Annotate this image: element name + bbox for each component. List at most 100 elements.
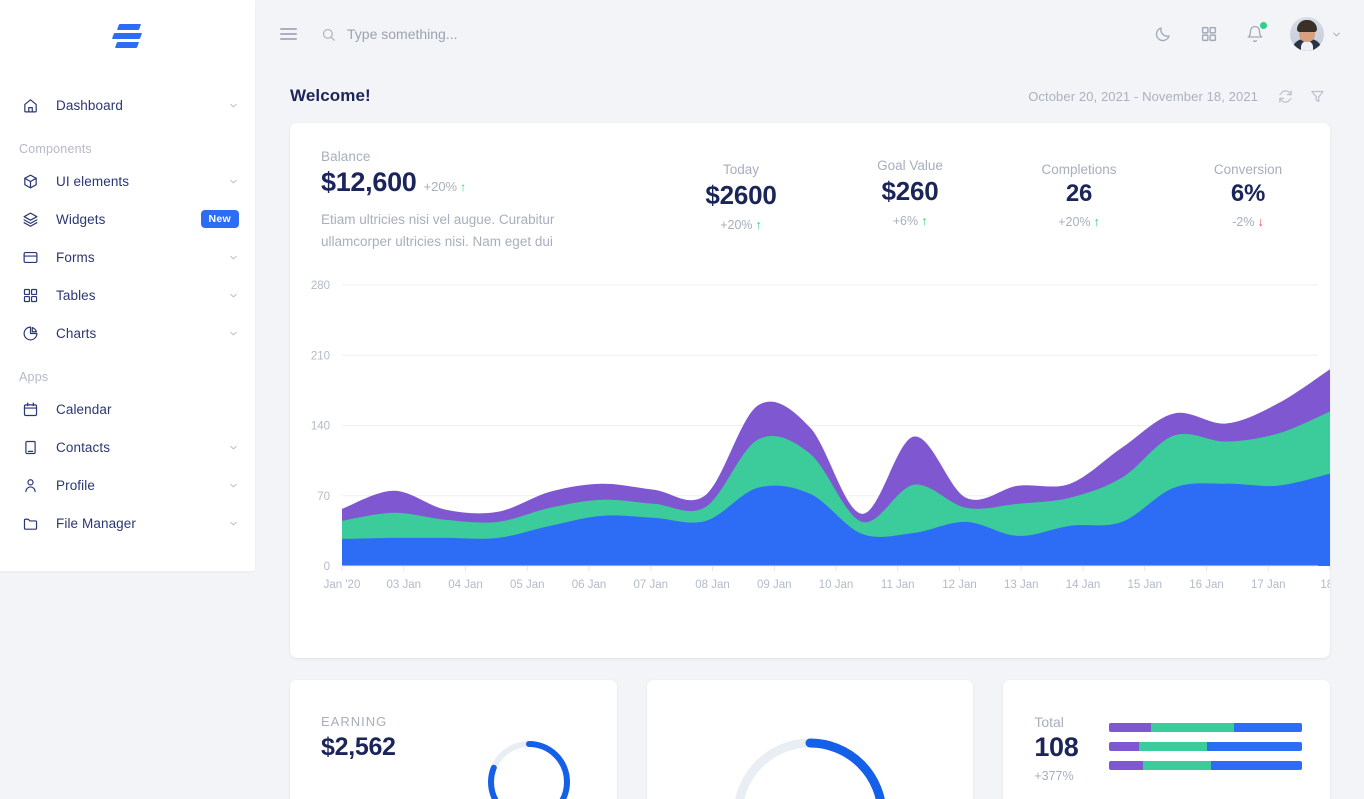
logo-mark-icon — [111, 21, 145, 51]
balance-block: Balance $12,600 +20% ↑ Etiam ultricies n… — [321, 149, 651, 253]
x-axis-label: 14 Jan — [1066, 579, 1101, 591]
y-axis-tick: 70 — [317, 491, 330, 503]
area-chart[interactable]: 0 70 140 210 280 Jan '20 03 Jan 04 Jan 05 Jan 06 … — [290, 269, 1330, 604]
cube-icon — [19, 170, 41, 192]
radial-progress — [725, 730, 895, 799]
sidebar-badge-new: New — [200, 210, 239, 228]
grid-apps-icon[interactable] — [1192, 17, 1226, 51]
date-range-label[interactable]: October 20, 2021 - November 18, 2021 — [1028, 88, 1258, 104]
x-axis-label: 04 Jan — [448, 579, 483, 591]
x-axis-label: Jan '20 — [324, 579, 361, 591]
stat-label: Conversion — [1213, 162, 1283, 177]
area-chart-svg: 0 70 140 210 280 Jan '20 03 Jan 04 Jan 05 Jan 06 … — [311, 280, 1330, 591]
y-axis-tick: 280 — [311, 280, 330, 292]
layers-icon — [19, 208, 41, 230]
sidebar-item-file-manager[interactable]: File Manager — [0, 504, 255, 542]
x-axis-label: 10 Jan — [819, 579, 854, 591]
sidebar: Dashboard Components UI elements Widgets New… — [0, 0, 255, 571]
bar-segment-blue — [1234, 723, 1302, 732]
sidebar-item-dashboard[interactable]: Dashboard — [0, 86, 255, 124]
stat-completions: Completions 26 +20% ↑ — [1031, 149, 1127, 232]
x-axis-label: 08 Jan — [695, 579, 730, 591]
sidebar-item-calendar[interactable]: Calendar — [0, 390, 255, 428]
x-axis-label: 18 . — [1320, 579, 1330, 591]
x-axis-label: 09 Jan — [757, 579, 792, 591]
total-bars — [1108, 714, 1303, 770]
balance-description: Etiam ultricies nisi vel augue. Curabitu… — [321, 212, 555, 249]
search-box[interactable] — [321, 26, 1146, 42]
sidebar-item-forms[interactable]: Forms — [0, 238, 255, 276]
x-axis-label: 15 Jan — [1127, 579, 1162, 591]
sidebar-item-profile[interactable]: Profile — [0, 466, 255, 504]
earning-label: EARNING — [321, 714, 388, 729]
stats-row: Balance $12,600 +20% ↑ Etiam ultricies n… — [290, 123, 1330, 253]
page-content: Welcome! October 20, 2021 - November 18,… — [255, 68, 1364, 799]
area-series-blue — [342, 473, 1330, 566]
bar-segment-blue — [1207, 742, 1302, 751]
stat-value: 6% — [1230, 180, 1266, 207]
arrow-up-icon: ↑ — [1093, 215, 1100, 229]
form-icon — [19, 246, 41, 268]
stat-delta: +6% ↑ — [862, 214, 958, 228]
stat-delta-value: +20% — [1058, 215, 1091, 229]
stat-label: Completions — [1041, 162, 1117, 177]
stat-value: $260 — [881, 176, 939, 206]
bar-segment-teal — [1151, 723, 1235, 732]
total-bar — [1108, 723, 1303, 732]
sidebar-item-label: Widgets — [56, 211, 106, 227]
x-axis-label: 06 Jan — [572, 579, 607, 591]
bar-segment-teal — [1139, 742, 1208, 751]
sidebar-item-contacts[interactable]: Contacts — [0, 428, 255, 466]
chevron-down-icon[interactable] — [1331, 29, 1342, 40]
sidebar-item-label: Tables — [56, 287, 96, 303]
x-axis-label: 12 Jan — [942, 579, 977, 591]
total-bar — [1108, 761, 1303, 770]
hamburger-icon[interactable] — [271, 17, 305, 51]
chevron-down-icon[interactable] — [228, 480, 239, 491]
stat-value: $2600 — [705, 180, 777, 210]
sidebar-item-label: Forms — [56, 249, 95, 265]
y-axis-tick: 140 — [311, 421, 330, 433]
sidebar-item-widgets[interactable]: Widgets New — [0, 200, 255, 238]
sidebar-item-tables[interactable]: Tables — [0, 276, 255, 314]
sidebar-item-label: Contacts — [56, 439, 111, 455]
logo[interactable] — [0, 0, 255, 72]
search-input[interactable] — [347, 26, 687, 42]
sidebar-item-ui-elements[interactable]: UI elements — [0, 162, 255, 200]
stat-delta: +20% ↑ — [693, 218, 789, 232]
notification-dot — [1260, 22, 1267, 29]
moon-icon[interactable] — [1146, 17, 1180, 51]
chevron-down-icon[interactable] — [228, 100, 239, 111]
topbar-actions — [1146, 17, 1342, 51]
chevron-down-icon[interactable] — [228, 176, 239, 187]
search-icon — [321, 27, 336, 42]
calendar-icon — [19, 398, 41, 420]
user-icon — [19, 474, 41, 496]
earning-gauge — [483, 736, 575, 799]
balance-label: Balance — [321, 149, 371, 164]
chevron-down-icon[interactable] — [228, 442, 239, 453]
sidebar-item-label: File Manager — [56, 515, 136, 531]
bell-icon[interactable] — [1238, 17, 1272, 51]
home-icon — [19, 94, 41, 116]
x-axis-label: 17 Jan — [1251, 579, 1286, 591]
sidebar-nav: Dashboard Components UI elements Widgets New… — [0, 86, 255, 542]
balance-delta-value: +20% — [423, 179, 458, 194]
stat-delta: +20% ↑ — [1031, 215, 1127, 229]
chevron-down-icon[interactable] — [228, 518, 239, 529]
stat-label: Goal Value — [877, 158, 943, 173]
chevron-down-icon[interactable] — [228, 290, 239, 301]
chevron-down-icon[interactable] — [228, 328, 239, 339]
sidebar-item-label: Profile — [56, 477, 95, 493]
topbar — [255, 0, 1364, 68]
stat-delta-value: +6% — [892, 214, 919, 228]
filter-icon[interactable] — [1304, 83, 1330, 109]
chevron-down-icon[interactable] — [228, 252, 239, 263]
sidebar-section-components: Components — [19, 142, 92, 156]
overview-card: Balance $12,600 +20% ↑ Etiam ultricies n… — [290, 123, 1330, 658]
sidebar-item-charts[interactable]: Charts — [0, 314, 255, 352]
refresh-icon[interactable] — [1272, 83, 1298, 109]
earning-card: EARNING $2,562 — [290, 680, 617, 799]
avatar[interactable] — [1290, 17, 1342, 51]
